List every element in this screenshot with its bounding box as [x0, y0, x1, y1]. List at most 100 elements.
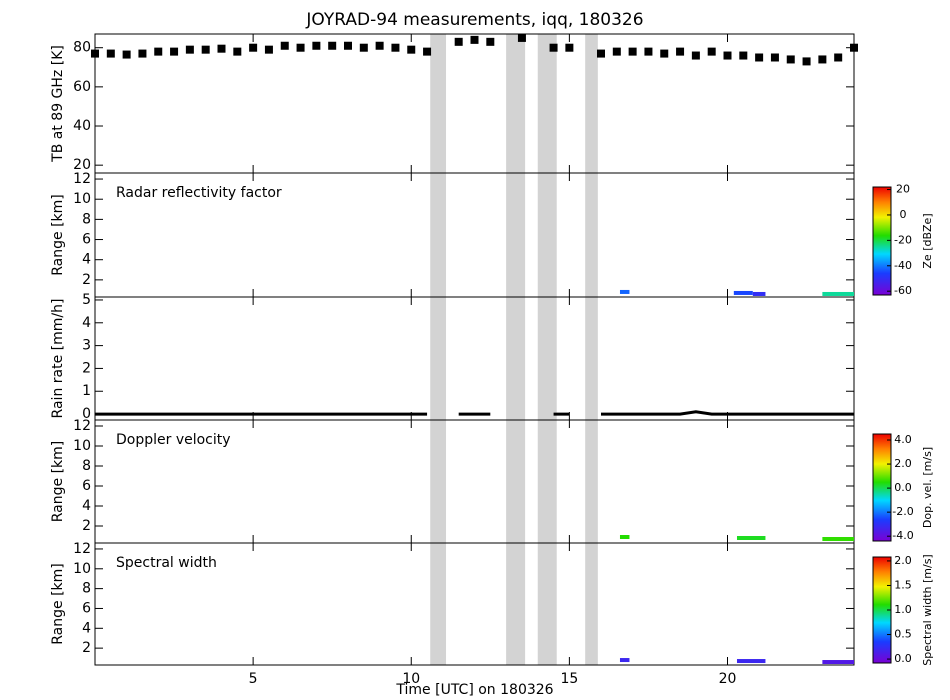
colorbar-tick-label: 0: [900, 208, 907, 221]
y-tick-label: 10: [73, 191, 91, 207]
data-point: [517, 33, 526, 42]
y-tick-label: 20: [73, 157, 91, 173]
data-point: [201, 45, 210, 54]
data-point: [185, 45, 194, 54]
data-point: [850, 43, 858, 52]
colorbar: [872, 433, 892, 542]
y-tick-label: 5: [82, 292, 91, 308]
data-point: [407, 45, 416, 54]
data-point: [755, 53, 764, 62]
data-point: [122, 50, 131, 59]
y-tick-label: 40: [73, 118, 91, 134]
y-tick-label: 3: [82, 338, 91, 354]
echo-cell: [619, 658, 630, 663]
data-point: [233, 47, 242, 56]
data-point: [264, 45, 273, 54]
data-point: [834, 53, 843, 62]
colorbar-tick-label: 20: [896, 183, 910, 196]
data-point: [154, 47, 163, 56]
data-point: [423, 47, 432, 56]
data-point: [106, 49, 115, 58]
echo-cell: [619, 535, 630, 539]
plot-frame: [94, 296, 855, 421]
y-tick-label: 6: [82, 478, 91, 494]
colorbar-tick-label: -40: [894, 259, 912, 272]
data-point: [565, 43, 574, 52]
x-tick-label: 10: [402, 671, 420, 687]
data-point: [328, 41, 337, 50]
y-tick-label: 6: [82, 232, 91, 248]
y-tick-label: 60: [73, 79, 91, 95]
panel-label: Radar reflectivity factor: [116, 185, 282, 201]
data-point: [691, 51, 700, 60]
data-point: [312, 41, 321, 50]
data-point: [818, 55, 827, 64]
data-gap: [537, 34, 557, 665]
data-point: [676, 47, 685, 56]
data-point: [802, 57, 811, 66]
y-axis-label: Rain rate [mm/h]: [50, 299, 66, 419]
y-tick-label: 4: [82, 498, 91, 514]
x-tick-label: 15: [560, 671, 578, 687]
panel-label: Spectral width: [116, 555, 217, 571]
y-tick-label: 0: [82, 406, 91, 422]
data-point: [628, 47, 637, 56]
data-point: [249, 43, 258, 52]
panel-label: Doppler velocity: [116, 432, 231, 448]
colorbar-label: Dop. vel. [m/s]: [921, 447, 934, 528]
echo-cell: [736, 536, 766, 540]
plot-frame: [94, 542, 855, 666]
data-gap: [430, 34, 447, 665]
chart-title: JOYRAD-94 measurements, iqq, 180326: [305, 10, 643, 30]
x-tick-label: 5: [249, 671, 258, 687]
y-tick-label: 12: [73, 541, 91, 557]
colorbar-tick-label: -4.0: [892, 529, 913, 542]
data-point: [296, 43, 305, 52]
colorbar: [872, 186, 892, 296]
data-point: [470, 35, 479, 44]
colorbar-tick-label: -2.0: [892, 505, 913, 518]
data-point: [454, 37, 463, 46]
colorbar-tick-label: 2.0: [894, 457, 912, 470]
data-point: [217, 44, 226, 53]
echo-cell: [822, 660, 854, 665]
data-point: [391, 43, 400, 52]
y-tick-label: 6: [82, 600, 91, 616]
data-gap: [585, 34, 598, 665]
echo-cell: [619, 289, 630, 294]
y-tick-label: 8: [82, 581, 91, 597]
data-point: [170, 47, 179, 56]
data-point: [280, 41, 289, 50]
colorbar-tick-label: -60: [894, 284, 912, 297]
x-axis-label: Time [UTC] on 180326: [395, 682, 553, 698]
data-point: [612, 47, 621, 56]
data-point: [138, 49, 147, 58]
colorbar-label: Spectral width [m/s]: [921, 554, 934, 665]
data-line: [95, 410, 854, 416]
y-tick-label: 1: [82, 383, 91, 399]
y-tick-label: 8: [82, 458, 91, 474]
colorbar-tick-label: 0.0: [894, 652, 912, 665]
data-point: [707, 47, 716, 56]
y-tick-label: 4: [82, 252, 91, 268]
data-point: [770, 53, 779, 62]
y-tick-label: 2: [82, 360, 91, 376]
y-tick-label: 4: [82, 620, 91, 636]
colorbar-tick-label: -20: [894, 233, 912, 246]
colorbar-tick-label: 2.0: [894, 554, 912, 567]
colorbar-tick-label: 1.5: [894, 578, 912, 591]
data-gap: [506, 34, 526, 665]
y-tick-label: 2: [82, 518, 91, 534]
y-axis-label: Range [km]: [50, 563, 66, 645]
y-tick-label: 8: [82, 211, 91, 227]
y-axis-label: Range [km]: [50, 441, 66, 523]
y-tick-label: 12: [73, 171, 91, 187]
echo-cell: [752, 291, 766, 296]
y-axis-label: Range [km]: [50, 194, 66, 276]
y-tick-label: 2: [82, 640, 91, 656]
echo-cell: [736, 659, 766, 664]
y-tick-label: 10: [73, 561, 91, 577]
echo-cell: [822, 291, 854, 296]
data-point: [91, 49, 99, 58]
